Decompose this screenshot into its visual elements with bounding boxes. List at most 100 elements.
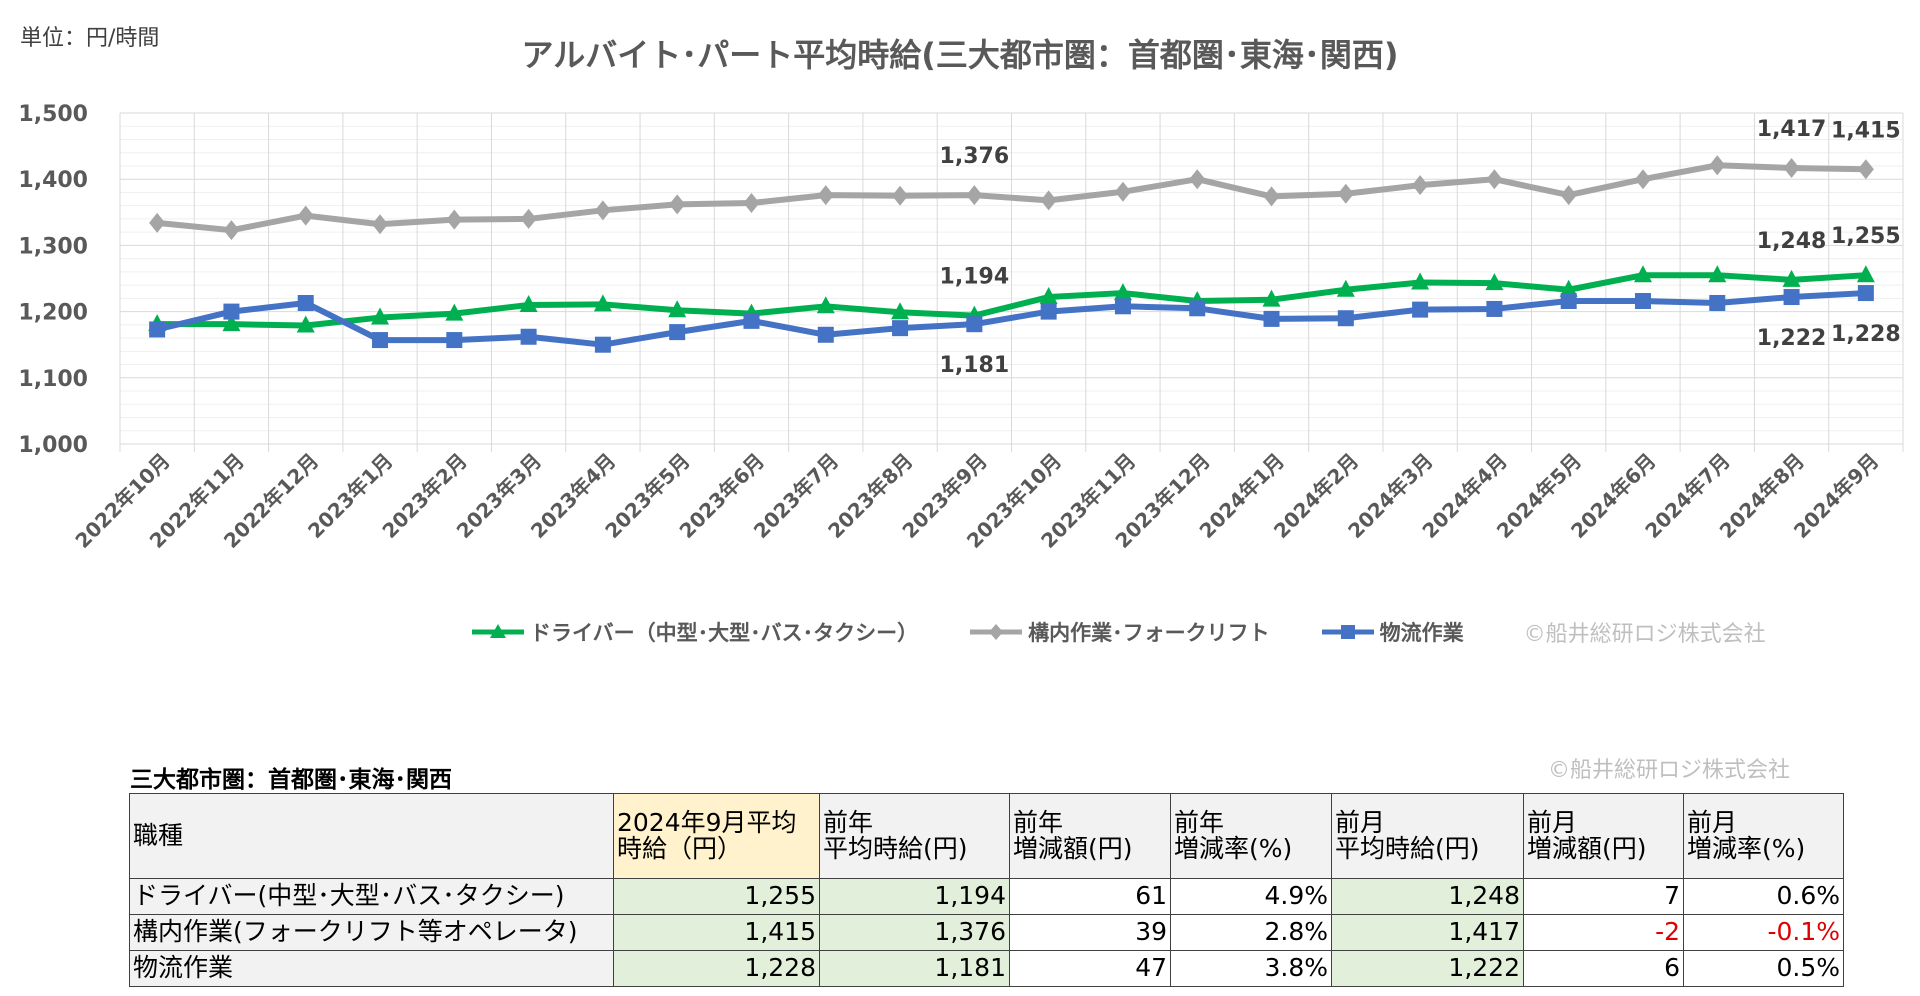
- data-point-diamond: [223, 220, 240, 241]
- data-point-square: [743, 312, 760, 329]
- header-cell: 前年 平均時給(円): [819, 793, 1010, 879]
- line-chart: 1,0001,1001,2001,3001,4001,5002022年10月20…: [18, 102, 1904, 553]
- series-line: [156, 162, 1866, 234]
- data-point-square: [1783, 289, 1800, 306]
- data-point-triangle: [1411, 272, 1430, 290]
- data-point-diamond: [446, 209, 463, 230]
- cell: 0.6%: [1683, 878, 1844, 915]
- data-point-square: [1709, 294, 1726, 311]
- data-point-diamond: [1337, 183, 1354, 204]
- cell: 47: [1009, 950, 1171, 987]
- data-point-diamond: [520, 208, 537, 229]
- data-point-square: [1337, 310, 1354, 327]
- cell: 1,222: [1331, 950, 1524, 987]
- table-row: 物流作業 1,228 1,181 47 3.8% 1,222 6 0.5%: [129, 950, 1844, 987]
- data-point-square: [669, 324, 686, 341]
- legend: ドライバー（中型･大型･バス･タクシー） 構内作業･フォークリフト 物流作業 ©…: [470, 616, 1766, 648]
- wage-table: 職種 2024年9月平均 時給（円） 前年 平均時給(円) 前年 増減額(円) …: [129, 793, 1844, 987]
- cell: 0.5%: [1683, 950, 1844, 987]
- cell: 1,248: [1331, 878, 1524, 915]
- data-point-triangle: [1856, 265, 1875, 283]
- data-point-diamond: [669, 194, 686, 215]
- y-tick-label: 1,400: [18, 168, 88, 193]
- table-row: 構内作業(フォークリフト等オペレータ) 1,415 1,376 39 2.8% …: [129, 914, 1844, 951]
- legend-item-driver: ドライバー（中型･大型･バス･タクシー）: [470, 617, 918, 647]
- data-point-square: [1189, 300, 1206, 317]
- data-point-square: [817, 326, 834, 343]
- data-point-square: [372, 332, 389, 349]
- data-point-square: [1486, 300, 1503, 317]
- data-point-diamond: [1189, 169, 1206, 190]
- data-point-square: [1114, 298, 1131, 315]
- chart-title: アルバイト･パート平均時給(三大都市圏：首都圏･東海･関西): [521, 36, 1399, 74]
- data-label: 1,255: [1831, 224, 1901, 249]
- data-point-square: [1560, 293, 1577, 310]
- cell: -2: [1523, 914, 1684, 951]
- table-header-row: 職種 2024年9月平均 時給（円） 前年 平均時給(円) 前年 増減額(円) …: [129, 793, 1844, 879]
- cell: 7: [1523, 878, 1684, 915]
- y-tick-label: 1,500: [18, 102, 88, 127]
- data-point-triangle: [1559, 279, 1578, 297]
- data-point-square: [1634, 293, 1651, 310]
- data-point-triangle: [1708, 265, 1727, 283]
- data-point-triangle: [593, 294, 612, 312]
- diamond-marker-icon: [970, 624, 1023, 640]
- data-label: 1,194: [940, 265, 1010, 290]
- data-point-diamond: [1709, 155, 1726, 176]
- legend-item-logistics: 物流作業: [1320, 617, 1464, 647]
- header-cell: 前年 増減率(%): [1170, 793, 1332, 879]
- data-point-diamond: [149, 212, 166, 233]
- table-row: ドライバー(中型･大型･バス･タクシー) 1,255 1,194 61 4.9%…: [129, 878, 1844, 915]
- data-point-diamond: [1114, 181, 1131, 202]
- data-point-triangle: [296, 315, 315, 333]
- y-tick-label: 1,300: [18, 234, 88, 259]
- header-cell: 前月 増減額(円): [1523, 793, 1684, 879]
- series-line: [157, 272, 1867, 329]
- triangle-marker-icon: [472, 624, 524, 638]
- data-point-diamond: [1263, 186, 1280, 207]
- data-point-triangle: [1039, 287, 1058, 305]
- square-marker-icon: [1321, 625, 1374, 639]
- data-point-diamond: [1560, 185, 1577, 206]
- cell: 1,376: [819, 914, 1010, 951]
- copyright-table: ©船井総研ロジ株式会社: [1548, 758, 1791, 783]
- data-point-diamond: [743, 193, 760, 214]
- data-point-diamond: [966, 185, 983, 206]
- legend-label: ドライバー（中型･大型･バス･タクシー）: [530, 621, 919, 645]
- cell: 1,228: [613, 950, 820, 987]
- data-point-diamond: [817, 185, 834, 206]
- data-point-diamond: [1486, 169, 1503, 190]
- data-point-diamond: [1857, 159, 1874, 180]
- cell: 1,255: [613, 878, 820, 915]
- data-point-diamond: [1634, 169, 1651, 190]
- cell: 4.9%: [1170, 878, 1332, 915]
- data-point-triangle: [1113, 283, 1132, 301]
- data-label: 1,376: [940, 144, 1010, 169]
- data-point-square: [1263, 310, 1280, 327]
- header-cell: 前月 増減率(%): [1683, 793, 1844, 879]
- cell: 61: [1009, 878, 1171, 915]
- cell: 1,194: [819, 878, 1010, 915]
- unit-label: 単位：円/時間: [20, 26, 160, 51]
- data-point-square: [297, 294, 314, 311]
- data-point-diamond: [1040, 190, 1057, 211]
- y-tick-label: 1,200: [18, 301, 88, 326]
- cell: 1,415: [613, 914, 820, 951]
- data-point-triangle: [1262, 289, 1281, 307]
- data-point-square: [892, 320, 909, 337]
- data-point-square: [149, 321, 166, 338]
- data-label: 1,417: [1757, 117, 1827, 142]
- cell: ドライバー(中型･大型･バス･タクシー): [129, 878, 614, 915]
- data-label: 1,248: [1757, 229, 1827, 254]
- data-point-square: [1412, 301, 1429, 318]
- y-tick-label: 1,000: [18, 433, 88, 458]
- cell: 6: [1523, 950, 1684, 987]
- data-point-diamond: [1412, 175, 1429, 196]
- header-cell: 前年 増減額(円): [1009, 793, 1171, 879]
- data-point-diamond: [297, 205, 314, 226]
- cell: 2.8%: [1170, 914, 1332, 951]
- data-point-triangle: [1782, 269, 1801, 287]
- data-point-triangle: [445, 303, 464, 321]
- cell: 1,417: [1331, 914, 1524, 951]
- copyright-chart: ©船井総研ロジ株式会社: [1523, 622, 1766, 647]
